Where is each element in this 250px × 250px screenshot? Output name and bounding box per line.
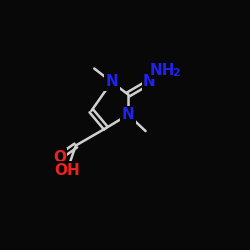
- Text: N: N: [143, 74, 156, 90]
- Text: NH: NH: [149, 63, 175, 78]
- Text: N: N: [105, 74, 118, 90]
- Text: N: N: [122, 107, 134, 122]
- Text: 2: 2: [172, 68, 180, 78]
- Text: O: O: [53, 150, 66, 164]
- Text: OH: OH: [54, 163, 80, 178]
